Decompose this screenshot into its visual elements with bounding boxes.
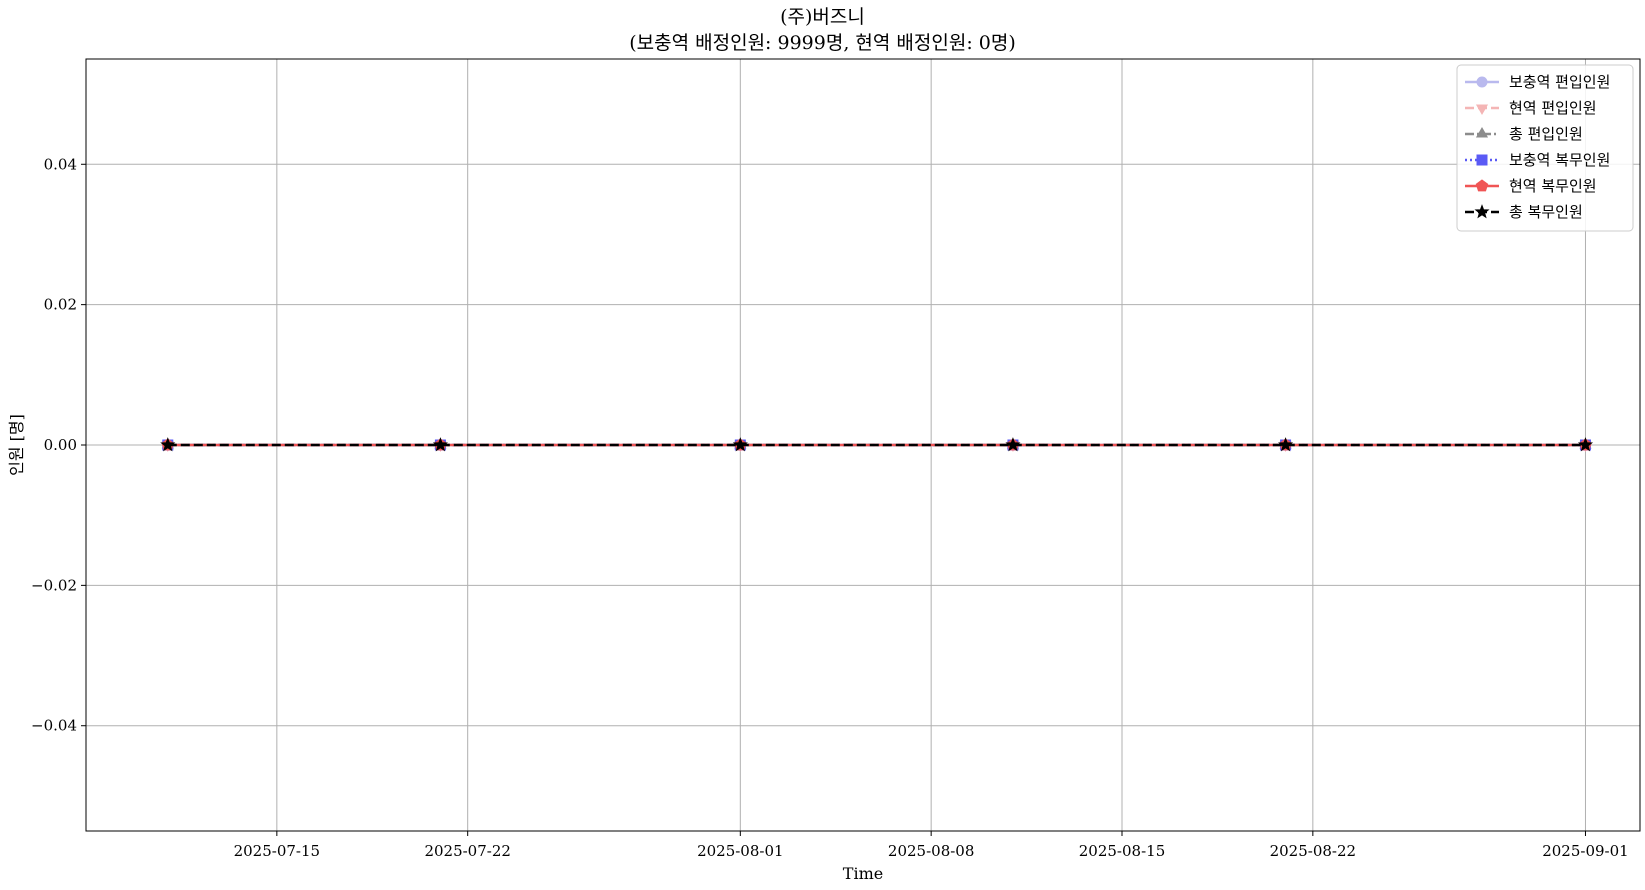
series-layer — [160, 437, 1594, 453]
x-tick-label: 2025-08-15 — [1079, 842, 1165, 860]
data-point — [432, 437, 448, 452]
legend-marker — [1476, 76, 1488, 88]
y-tick-label: 0.00 — [44, 436, 77, 454]
legend-marker — [1475, 179, 1489, 192]
chart-subtitle: (보충역 배정인원: 9999명, 현역 배정인원: 0명) — [629, 32, 1016, 54]
legend-box — [1456, 64, 1634, 232]
data-point — [160, 437, 176, 452]
data-point — [732, 437, 748, 452]
legend-label: 총 복무인원 — [1509, 203, 1583, 221]
chart-title: (주)버즈니 — [780, 6, 865, 28]
y-axis-label: 인원 [명] — [7, 414, 26, 476]
legend-marker — [1474, 204, 1490, 219]
y-tick-label: −0.04 — [31, 717, 77, 735]
legend-marker — [1476, 154, 1488, 166]
y-tick-label: 0.04 — [44, 155, 77, 173]
data-point — [1005, 437, 1021, 452]
y-tick-label: 0.02 — [44, 296, 77, 314]
x-tick-label: 2025-09-01 — [1542, 842, 1628, 860]
x-tick-label: 2025-08-08 — [888, 842, 974, 860]
legend-label: 보충역 편입인원 — [1509, 73, 1610, 91]
axis-ticks: 2025-07-15 2025-07-22 2025-08-01 2025-08-08… — [31, 155, 1629, 860]
x-axis-label: Time — [843, 864, 883, 883]
series-2 — [161, 441, 1592, 453]
legend-label: 현역 편입인원 — [1509, 99, 1597, 117]
series-3 — [161, 437, 1592, 449]
legend-marker — [1475, 104, 1489, 115]
x-tick-label: 2025-07-22 — [424, 842, 510, 860]
data-point — [1278, 437, 1294, 452]
x-tick-label: 2025-08-01 — [697, 842, 783, 860]
x-tick-label: 2025-08-22 — [1270, 842, 1356, 860]
series-6 — [160, 437, 1594, 452]
legend-label: 총 편입인원 — [1509, 125, 1583, 143]
legend-label: 현역 복무인원 — [1509, 177, 1597, 195]
data-point — [1577, 437, 1594, 452]
x-tick-label: 2025-07-15 — [234, 842, 320, 860]
y-tick-label: −0.02 — [31, 576, 77, 594]
legend-marker — [1475, 127, 1489, 138]
legend-label: 보충역 복무인원 — [1509, 151, 1610, 169]
